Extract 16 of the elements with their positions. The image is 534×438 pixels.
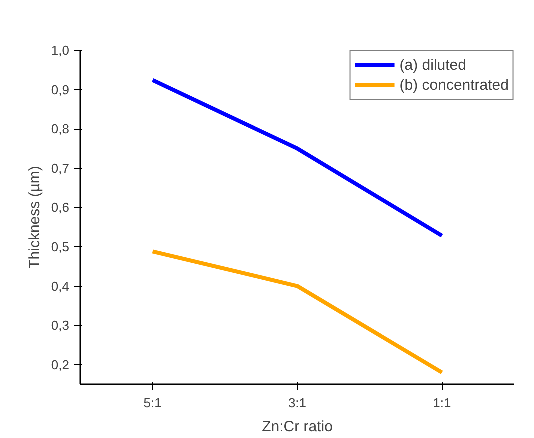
- y-tick-label: 0,8: [51, 122, 70, 137]
- y-tick-label: 0,3: [51, 318, 70, 334]
- y-tick-label: 0,2: [51, 357, 70, 372]
- legend-label: (b) concentrated: [400, 76, 509, 94]
- x-tick-label: 1:1: [433, 396, 452, 410]
- y-tick-label: 1,0: [51, 43, 70, 58]
- y-tick-label: 0,5: [51, 239, 70, 254]
- y-tick-label: 0,9: [51, 82, 70, 98]
- y-tick-label: 0,7: [51, 160, 70, 176]
- legend-label: (a) diluted: [400, 56, 466, 74]
- y-axis-title: Thickness (µm): [26, 166, 44, 269]
- x-tick-label: 5:1: [144, 396, 162, 410]
- y-tick-label: 0,4: [51, 278, 70, 294]
- x-tick-label: 3:1: [288, 396, 307, 410]
- x-axis-title: Zn:Cr ratio: [262, 418, 333, 436]
- y-tick-label: 0,6: [51, 200, 70, 216]
